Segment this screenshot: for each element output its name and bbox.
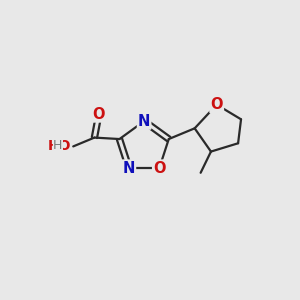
Text: H: H — [53, 139, 63, 152]
Text: O: O — [153, 160, 166, 175]
Text: O: O — [211, 97, 223, 112]
Text: N: N — [138, 114, 150, 129]
Text: N: N — [123, 160, 135, 175]
Text: O: O — [93, 106, 105, 122]
Text: HO: HO — [47, 140, 71, 153]
